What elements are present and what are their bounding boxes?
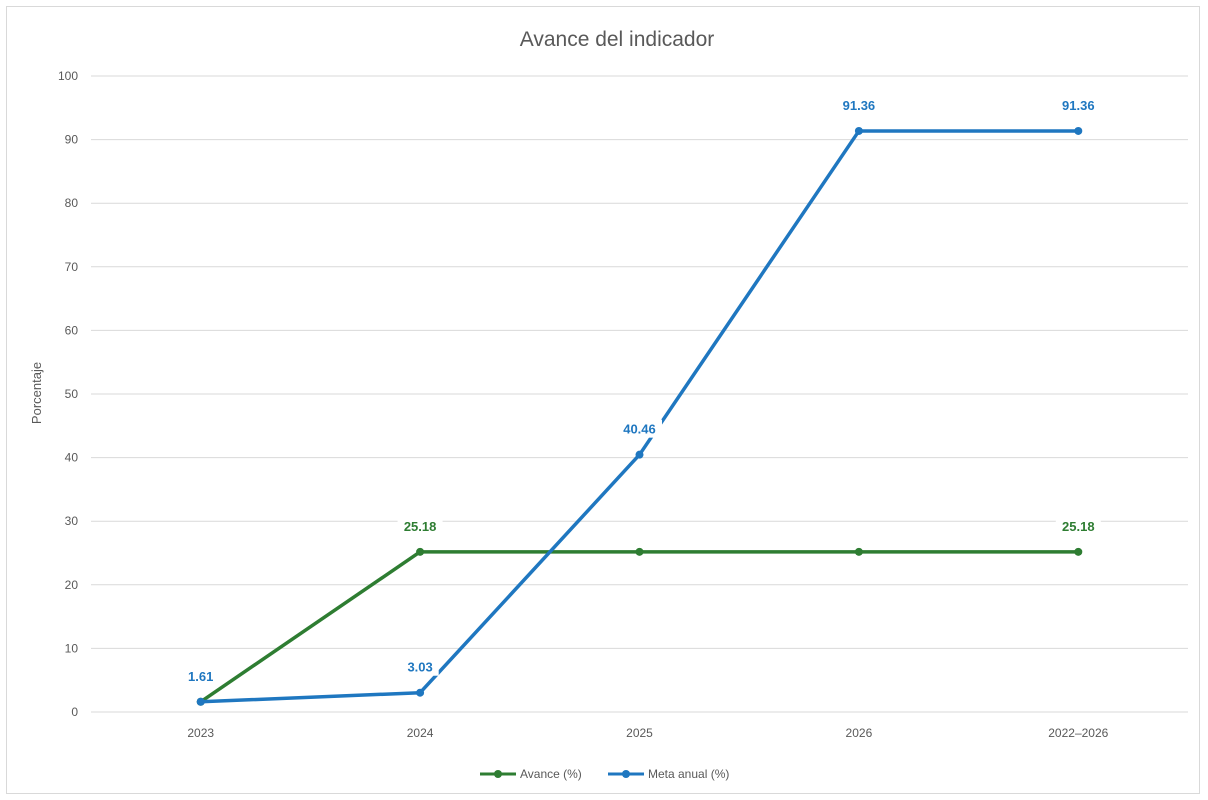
data-label: 91.36 xyxy=(836,95,882,114)
data-point xyxy=(416,688,425,697)
data-label-bg xyxy=(401,657,439,676)
chart-title: Avance del indicador xyxy=(520,28,715,51)
data-point xyxy=(416,547,425,556)
x-tick-label: 2026 xyxy=(846,726,873,740)
y-tick-label: 50 xyxy=(65,387,79,401)
data-point xyxy=(1074,126,1083,135)
data-label-text: 1.61 xyxy=(188,669,213,684)
data-label-text: 91.36 xyxy=(843,98,876,113)
data-label: 3.03 xyxy=(401,657,439,676)
data-label-text: 40.46 xyxy=(623,422,656,437)
x-tick-label: 2022–2026 xyxy=(1048,726,1108,740)
y-tick-label: 80 xyxy=(65,196,79,210)
data-label-bg xyxy=(182,666,220,685)
series-group xyxy=(196,126,1083,706)
y-tick-label: 30 xyxy=(65,514,79,528)
data-labels: 25.18 25.18 1.61 3.03 40.46 91.36 91.36 xyxy=(182,95,1101,685)
data-label-text: 25.18 xyxy=(404,519,437,534)
legend-item: Avance (%) xyxy=(480,767,582,781)
y-tick-label: 0 xyxy=(71,705,78,719)
series-line xyxy=(200,129,1079,704)
data-point xyxy=(854,126,863,135)
data-label-text: 91.36 xyxy=(1062,98,1095,113)
data-label-text: 25.18 xyxy=(1062,519,1095,534)
data-label-text: 3.03 xyxy=(407,660,432,675)
y-tick-label: 70 xyxy=(65,260,79,274)
x-tick-label: 2025 xyxy=(626,726,653,740)
data-point xyxy=(196,697,205,706)
y-tick-labels: 0 10 20 30 40 50 60 70 80 90 100 xyxy=(58,69,78,719)
data-point xyxy=(635,450,644,459)
x-tick-labels: 2023 2024 2025 2026 2022–2026 xyxy=(187,726,1108,740)
data-label: 40.46 xyxy=(617,419,662,438)
data-point xyxy=(635,547,644,556)
y-tick-label: 90 xyxy=(65,133,79,147)
data-label-bg xyxy=(617,419,662,438)
x-tick-label: 2024 xyxy=(407,726,434,740)
data-label: 25.18 xyxy=(1055,516,1101,535)
data-label: 25.18 xyxy=(397,516,443,535)
series-line xyxy=(199,550,1079,704)
data-label-bg xyxy=(397,516,443,535)
data-label: 91.36 xyxy=(1055,95,1101,114)
legend-marker xyxy=(622,770,630,778)
legend-label: Meta anual (%) xyxy=(648,767,729,781)
x-tick-label: 2023 xyxy=(187,726,214,740)
data-point xyxy=(854,547,863,556)
legend-item: Meta anual (%) xyxy=(608,767,729,781)
y-tick-label: 20 xyxy=(65,578,79,592)
data-label-bg xyxy=(1055,95,1101,114)
y-tick-label: 100 xyxy=(58,69,78,83)
legend-marker xyxy=(494,770,502,778)
data-point xyxy=(1074,547,1083,556)
data-label-bg xyxy=(836,95,882,114)
y-tick-label: 40 xyxy=(65,451,79,465)
legend: Avance (%) Meta anual (%) xyxy=(480,767,729,781)
gridlines xyxy=(91,75,1188,713)
y-tick-label: 10 xyxy=(65,641,79,655)
y-tick-label: 60 xyxy=(65,323,79,337)
chart-frame xyxy=(6,6,1200,794)
y-axis-label: Porcentaje xyxy=(29,362,44,424)
data-label: 1.61 xyxy=(182,666,220,685)
data-label-bg xyxy=(1055,516,1101,535)
legend-label: Avance (%) xyxy=(520,767,582,781)
